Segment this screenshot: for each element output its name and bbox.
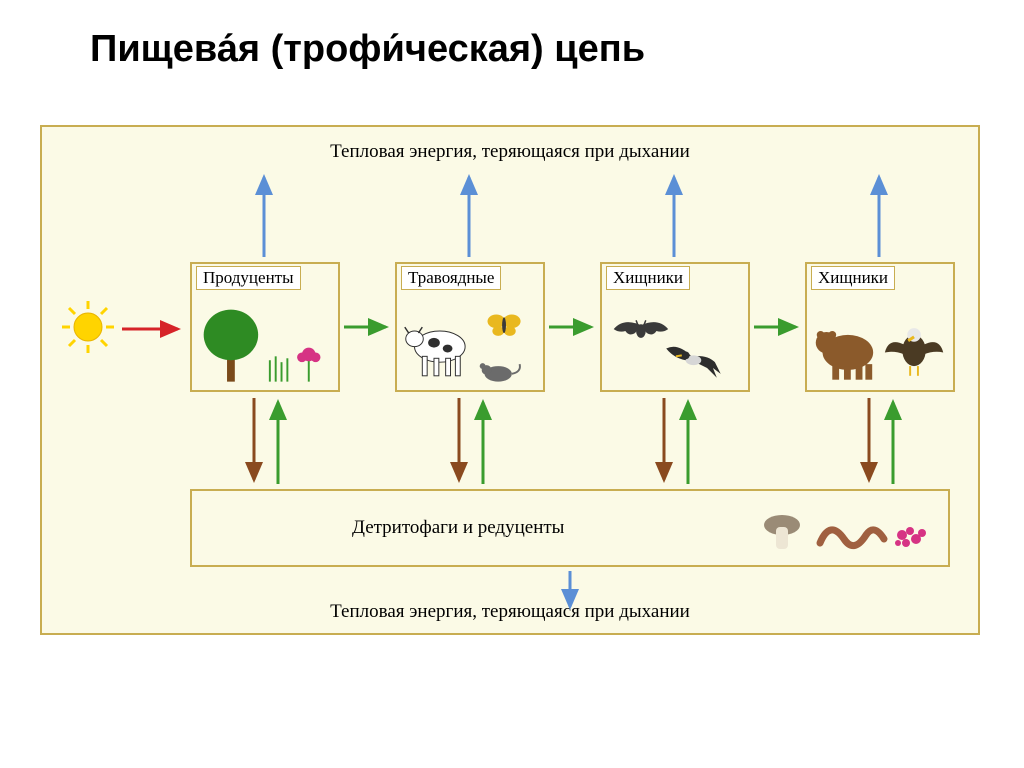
herbivores-label: Травоядные <box>401 266 501 290</box>
chain-arrow-1 <box>342 319 396 339</box>
to-decomp-3 <box>656 394 676 488</box>
predators1-label: Хищники <box>606 266 690 290</box>
slide-title: Пищева́я (трофи́ческая) цепь <box>90 28 645 71</box>
producers-label: Продуценты <box>196 266 301 290</box>
sun-arrow <box>120 321 188 341</box>
trophic-box-predators2: Хищники <box>805 262 955 392</box>
predators1-illustration <box>602 296 748 391</box>
bottom-caption: Тепловая энергия, теряющаяся при дыхании <box>330 601 690 623</box>
sun-icon <box>60 299 116 355</box>
from-decomp-3 <box>680 394 700 488</box>
decomposer-label: Детритофаги и редуценты <box>352 517 564 539</box>
heat-up-3 <box>666 171 686 261</box>
chain-arrow-2 <box>547 319 601 339</box>
trophic-box-predators1: Хищники <box>600 262 750 392</box>
decomposer-box: Детритофаги и редуценты <box>190 489 950 567</box>
to-decomp-2 <box>451 394 471 488</box>
heat-up-2 <box>461 171 481 261</box>
predators2-illustration <box>807 296 953 391</box>
chain-arrow-3 <box>752 319 806 339</box>
diagram-frame: Тепловая энергия, теряющаяся при дыхании… <box>40 125 980 635</box>
trophic-box-herbivores: Травоядные <box>395 262 545 392</box>
heat-up-4 <box>871 171 891 261</box>
from-decomp-4 <box>885 394 905 488</box>
to-decomp-4 <box>861 394 881 488</box>
heat-up-1 <box>256 171 276 261</box>
to-decomp-1 <box>246 394 266 488</box>
from-decomp-2 <box>475 394 495 488</box>
decomposer-illustration <box>754 499 934 559</box>
herbivores-illustration <box>397 296 543 391</box>
producers-illustration <box>192 296 338 391</box>
from-decomp-1 <box>270 394 290 488</box>
heat-down-decomp <box>562 569 582 615</box>
trophic-box-producers: Продуценты <box>190 262 340 392</box>
top-caption: Тепловая энергия, теряющаяся при дыхании <box>330 141 690 163</box>
predators2-label: Хищники <box>811 266 895 290</box>
